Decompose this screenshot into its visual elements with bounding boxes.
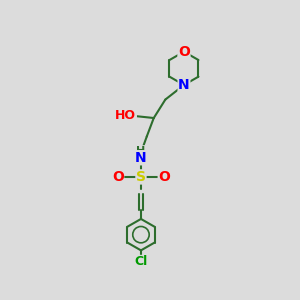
Text: O: O (178, 45, 190, 59)
Text: S: S (136, 170, 146, 184)
Text: N: N (178, 78, 190, 92)
Text: O: O (158, 170, 170, 184)
Text: O: O (112, 170, 124, 184)
Text: N: N (135, 151, 147, 165)
Text: Cl: Cl (134, 255, 148, 268)
Text: HO: HO (115, 109, 136, 122)
Text: H: H (136, 146, 146, 156)
